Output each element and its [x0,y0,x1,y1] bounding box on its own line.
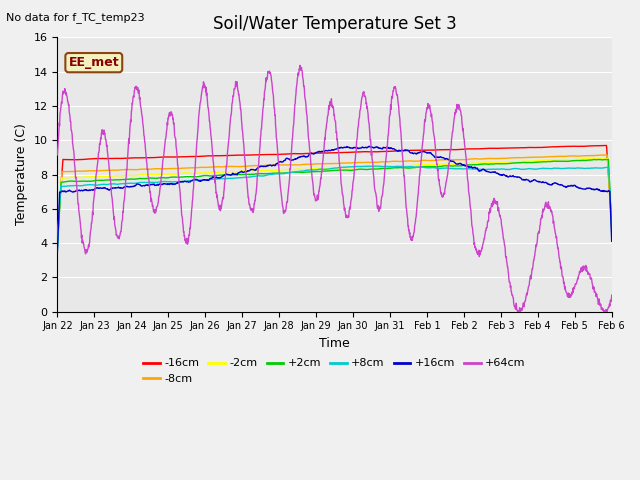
Text: No data for f_TC_temp23: No data for f_TC_temp23 [6,12,145,23]
X-axis label: Time: Time [319,337,350,350]
Legend: -16cm, -8cm, -2cm, +2cm, +8cm, +16cm, +64cm: -16cm, -8cm, -2cm, +2cm, +8cm, +16cm, +6… [139,354,530,388]
Text: EE_met: EE_met [68,56,119,69]
Y-axis label: Temperature (C): Temperature (C) [15,123,28,226]
Title: Soil/Water Temperature Set 3: Soil/Water Temperature Set 3 [212,15,456,33]
